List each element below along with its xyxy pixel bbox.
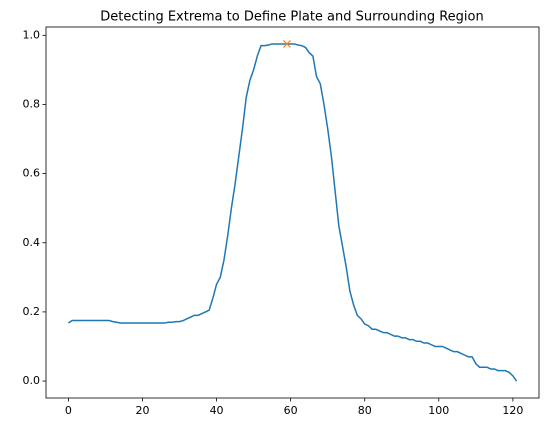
data-line <box>67 43 518 382</box>
x-tick-label: 60 <box>284 404 298 417</box>
x-tick-label: 40 <box>210 404 224 417</box>
y-tick-label: 0.4 <box>23 236 41 249</box>
x-tick-label: 80 <box>358 404 372 417</box>
x-tick-label: 120 <box>502 404 523 417</box>
x-tick-label: 100 <box>428 404 449 417</box>
plot-frame <box>45 26 540 399</box>
y-tick-label: 1.0 <box>23 28 41 41</box>
y-tick-label: 0.8 <box>23 97 41 110</box>
extremum-marker <box>283 40 291 48</box>
y-tick-label: 0.0 <box>23 374 41 387</box>
y-tick-label: 0.6 <box>23 167 41 180</box>
chart-title: Detecting Extrema to Define Plate and Su… <box>100 10 483 25</box>
x-tick-label: 0 <box>65 404 72 417</box>
y-tick-label: 0.2 <box>23 305 41 318</box>
x-tick-label: 20 <box>135 404 149 417</box>
